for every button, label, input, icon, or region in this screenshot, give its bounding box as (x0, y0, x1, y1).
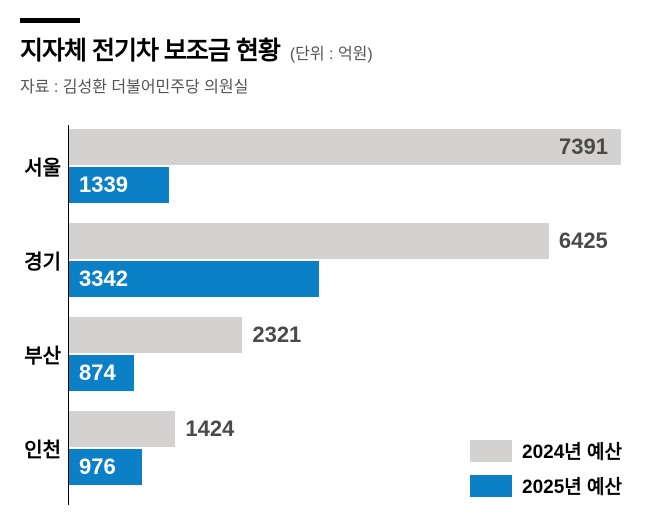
bar-2024 (69, 317, 242, 353)
category-label: 부산 (19, 340, 61, 369)
category-label: 서울 (19, 152, 61, 181)
bar-2024 (69, 223, 549, 259)
value-label-2025: 1339 (79, 172, 128, 198)
chart-row: 경기64253342 (69, 223, 630, 297)
value-label-2025: 976 (79, 454, 116, 480)
category-label: 경기 (19, 246, 61, 275)
chart-row: 인천1424976 (69, 411, 630, 485)
bar-2024 (69, 411, 175, 447)
category-label: 인천 (19, 434, 61, 463)
chart-row: 부산2321874 (69, 317, 630, 391)
value-label-2025: 3342 (79, 266, 128, 292)
value-label-2024: 2321 (252, 322, 301, 348)
bar-2024 (69, 129, 621, 165)
chart-unit: (단위 : 억원) (290, 40, 373, 64)
chart-area: 2024년 예산 2025년 예산 서울73911339경기64253342부산… (68, 125, 630, 505)
chart-source: 자료 : 김성환 더불어민주당 의원실 (20, 73, 630, 97)
value-label-2024: 7391 (559, 134, 608, 160)
value-label-2024: 1424 (185, 416, 234, 442)
header-accent (20, 18, 80, 23)
value-label-2024: 6425 (559, 228, 608, 254)
value-label-2025: 874 (79, 360, 116, 386)
chart-row: 서울73911339 (69, 129, 630, 203)
title-row: 지자체 전기차 보조금 현황 (단위 : 억원) (20, 31, 630, 67)
chart-title: 지자체 전기차 보조금 현황 (20, 31, 280, 67)
